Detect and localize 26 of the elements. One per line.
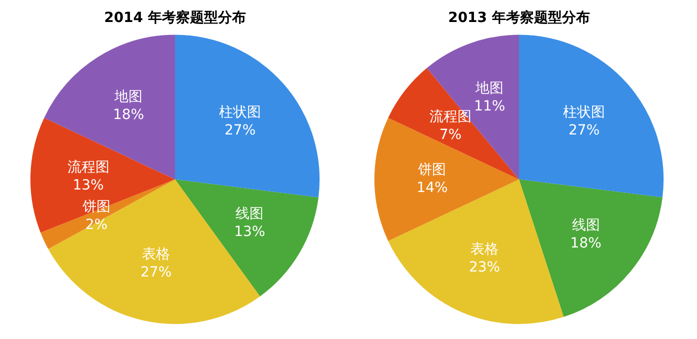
slice-label: 饼图 bbox=[417, 162, 446, 178]
slice-label: 柱状图 bbox=[563, 104, 606, 121]
data-label: 18% bbox=[570, 235, 602, 252]
slice-label: 线图 bbox=[572, 217, 600, 234]
data-label: 13% bbox=[72, 177, 104, 194]
data-label: 14% bbox=[416, 180, 448, 196]
data-label: 13% bbox=[234, 224, 266, 240]
chart-title: 2013 年考察题型分布 bbox=[448, 9, 590, 26]
slice-label: 饼图 bbox=[81, 198, 110, 215]
data-label: 23% bbox=[468, 260, 500, 276]
slice-label: 流程图 bbox=[67, 159, 110, 176]
slice-label: 表格 bbox=[470, 242, 499, 258]
slice-label: 地图 bbox=[474, 80, 504, 96]
data-label: 11% bbox=[474, 98, 506, 114]
slice-label: 线图 bbox=[236, 206, 264, 222]
data-label: 7% bbox=[439, 126, 462, 143]
slice-label: 表格 bbox=[142, 246, 170, 263]
data-label: 27% bbox=[140, 264, 172, 281]
slice-label: 地图 bbox=[114, 88, 143, 105]
data-label: 27% bbox=[224, 122, 256, 139]
chart-title: 2014 年考察题型分布 bbox=[104, 9, 246, 26]
data-label: 2% bbox=[85, 216, 108, 233]
slice-label: 流程图 bbox=[429, 108, 472, 125]
data-label: 18% bbox=[112, 106, 144, 123]
slice-label: 柱状图 bbox=[219, 104, 262, 121]
data-label: 27% bbox=[568, 122, 600, 139]
